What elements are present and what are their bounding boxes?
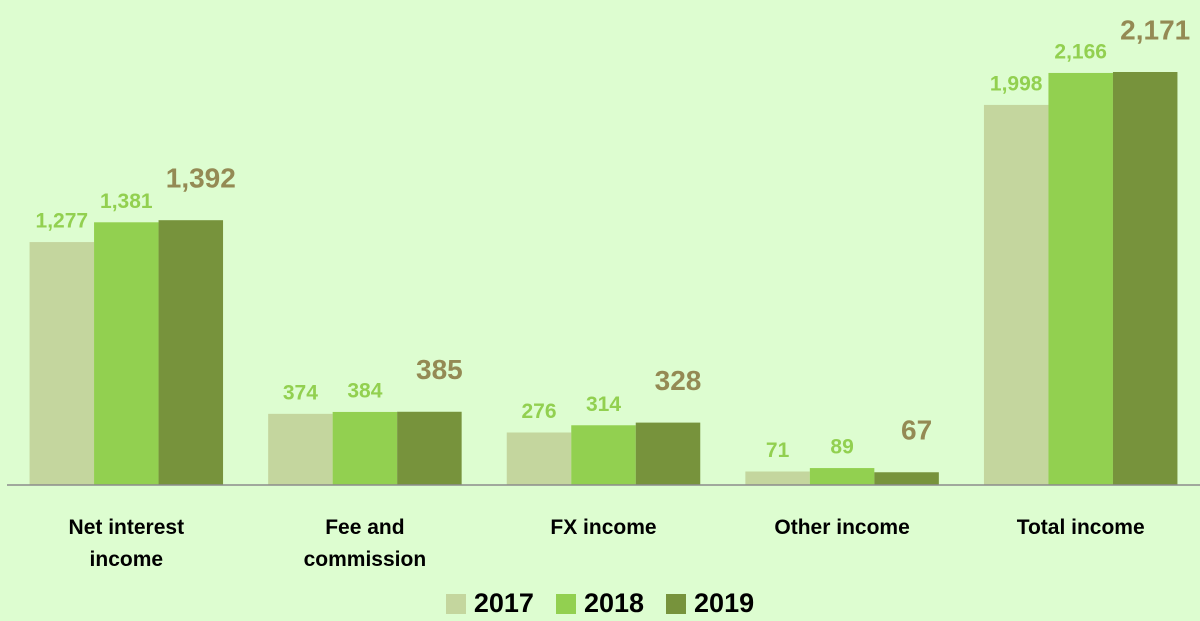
bar bbox=[94, 222, 159, 485]
legend-item: 2019 bbox=[666, 588, 754, 619]
data-label: 1,998 bbox=[990, 72, 1043, 95]
data-label: 385 bbox=[416, 354, 463, 385]
bar bbox=[635, 422, 701, 485]
data-label: 314 bbox=[586, 393, 621, 416]
legend-label: 2017 bbox=[473, 588, 534, 618]
bar bbox=[571, 425, 636, 485]
bar bbox=[1112, 72, 1178, 485]
bar bbox=[506, 432, 572, 485]
data-label: 89 bbox=[830, 436, 853, 459]
data-label: 67 bbox=[901, 415, 932, 446]
bar bbox=[397, 411, 462, 485]
bar bbox=[809, 468, 875, 485]
legend: 2017 2018 2019 bbox=[0, 588, 1200, 619]
x-tick-label: Total income bbox=[1016, 516, 1145, 539]
bar bbox=[745, 471, 810, 485]
legend-item: 2018 bbox=[555, 588, 645, 619]
data-label: 1,381 bbox=[100, 190, 153, 213]
data-label: 276 bbox=[521, 400, 556, 423]
bar bbox=[874, 472, 939, 485]
data-label: 374 bbox=[283, 381, 318, 404]
data-label: 2,166 bbox=[1054, 40, 1107, 63]
data-label: 328 bbox=[655, 365, 702, 396]
legend-label: 2018 bbox=[583, 588, 645, 618]
bar bbox=[1048, 72, 1113, 485]
bar bbox=[29, 242, 95, 485]
legend-swatch bbox=[445, 593, 466, 614]
legend-label: 2019 bbox=[694, 588, 755, 618]
legend-item: 2017 bbox=[445, 588, 534, 619]
bar bbox=[983, 104, 1049, 485]
data-label: 384 bbox=[347, 379, 382, 402]
data-label: 1,392 bbox=[166, 163, 236, 194]
legend-swatch bbox=[555, 593, 576, 614]
data-label: 71 bbox=[766, 439, 790, 462]
x-tick-label: Fee and commission bbox=[303, 516, 427, 571]
legend-swatch bbox=[666, 593, 687, 614]
x-tick-label: FX income bbox=[550, 516, 657, 539]
bar bbox=[332, 411, 398, 485]
x-tick-label: Net interest income bbox=[68, 516, 185, 571]
bar bbox=[158, 220, 224, 485]
bar bbox=[268, 413, 333, 485]
data-label: 2,171 bbox=[1120, 14, 1190, 45]
x-tick-label: Other income bbox=[774, 516, 910, 539]
data-label: 1,277 bbox=[36, 210, 89, 233]
